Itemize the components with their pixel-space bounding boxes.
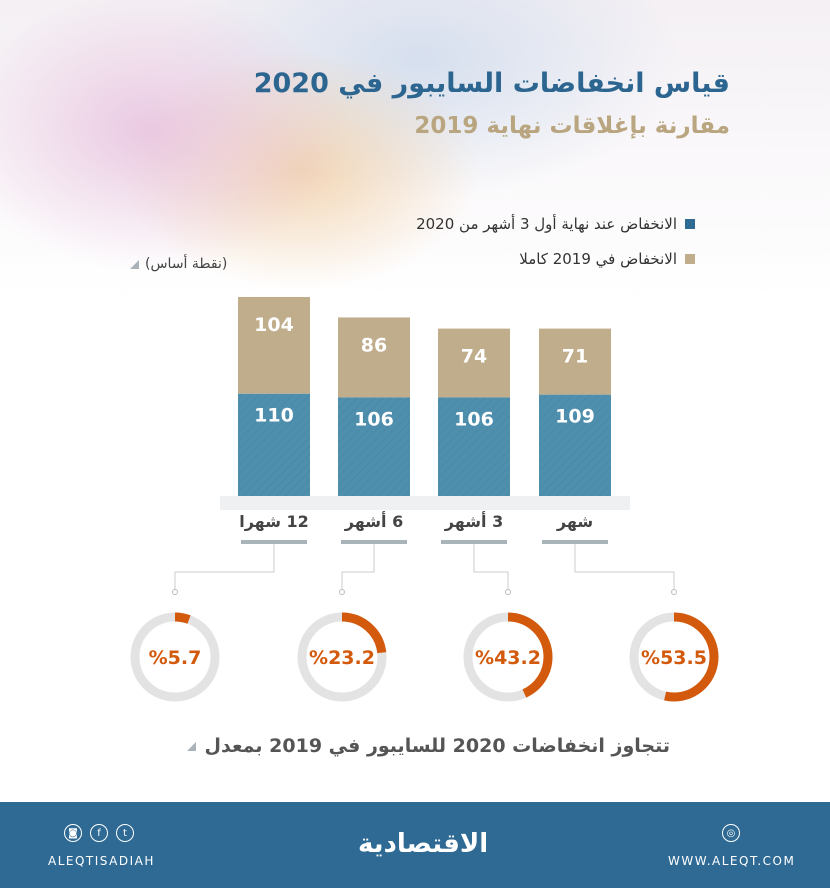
data-label-2020: 110 (254, 405, 294, 427)
logo: الاقتصادية (358, 829, 489, 859)
connector-dot (339, 589, 345, 595)
data-label-2020: 106 (454, 408, 494, 430)
category-underline (542, 540, 608, 544)
category-underline (341, 540, 407, 544)
donut-label: %23.2 (309, 647, 375, 669)
data-label-2020: 109 (555, 406, 595, 428)
bar-2019 (338, 317, 410, 398)
legend-label: الانخفاض عند نهاية أول 3 أشهر من 2020 (416, 215, 677, 233)
connector-line (174, 544, 275, 590)
legend-item-2019: الانخفاض في 2019 كاملا (519, 250, 695, 268)
bar-2020 (238, 393, 310, 496)
dribbble-icon[interactable]: ◎ (722, 824, 740, 842)
donut-label: %53.5 (641, 647, 707, 669)
page-subtitle: مقارنة بإغلاقات نهاية 2019 (414, 113, 730, 139)
donut-label: %43.2 (475, 647, 541, 669)
category-label: شهر (556, 512, 593, 531)
bar-shadow (220, 496, 630, 510)
data-label-2019: 74 (461, 346, 487, 368)
bar-2020 (539, 394, 611, 496)
category-underline (441, 540, 507, 544)
category-label: 12 شهرا (239, 512, 309, 531)
legend-swatch (685, 219, 695, 229)
instagram-icon[interactable]: ◙ (64, 824, 82, 842)
donut-label: %5.7 (149, 647, 202, 669)
unit-label: (نقطة أساس) (130, 256, 227, 272)
bar-2020 (338, 397, 410, 496)
legend-label: الانخفاض في 2019 كاملا (519, 250, 677, 268)
data-label-2019: 104 (254, 314, 294, 336)
ratio-caption: تتجاوز انخفاضات 2020 للسايبور في 2019 بم… (187, 735, 670, 757)
bar-2020 (438, 397, 510, 496)
social-handle[interactable]: ALEQTISADIAH (48, 854, 155, 868)
legend-swatch (685, 254, 695, 264)
connector-dot (172, 589, 178, 595)
unit-text: (نقطة أساس) (145, 256, 228, 272)
triangle-icon (130, 259, 139, 269)
footer: ◎ WWW.ALEQT.COM الاقتصادية ◙ f t ALEQTIS… (0, 802, 830, 888)
caption-text: تتجاوز انخفاضات 2020 للسايبور في 2019 بم… (204, 735, 670, 757)
connector-dot (671, 589, 677, 595)
category-label: 3 أشهر (444, 511, 503, 531)
legend-item-2020: الانخفاض عند نهاية أول 3 أشهر من 2020 (416, 215, 695, 233)
donut-arc (297, 612, 387, 702)
data-label-2019: 86 (361, 334, 387, 356)
donut-arc (629, 612, 719, 702)
bar-2019 (539, 328, 611, 395)
data-label-2019: 71 (562, 346, 588, 368)
connector-dot (505, 589, 511, 595)
page-title: قياس انخفاضات السايبور في 2020 (253, 68, 730, 99)
background-image (0, 0, 830, 300)
donut-arc (463, 612, 553, 702)
connector-line (473, 544, 509, 590)
category-underline (241, 540, 307, 544)
bar-2019 (438, 328, 510, 398)
data-label-2020: 106 (354, 408, 394, 430)
bar-2019 (238, 296, 310, 394)
donut-arc (130, 612, 220, 702)
facebook-icon[interactable]: f (90, 824, 108, 842)
category-label: 6 أشهر (344, 511, 403, 531)
connector-line (341, 544, 375, 590)
twitter-icon[interactable]: t (116, 824, 134, 842)
website-link[interactable]: WWW.ALEQT.COM (668, 854, 796, 868)
connector-line (574, 544, 675, 590)
triangle-icon (187, 741, 197, 751)
chart: 109 71 شهر 106 74 3 أشهر 106 86 6 أشهر 110 104 12 ش… (130, 296, 719, 702)
